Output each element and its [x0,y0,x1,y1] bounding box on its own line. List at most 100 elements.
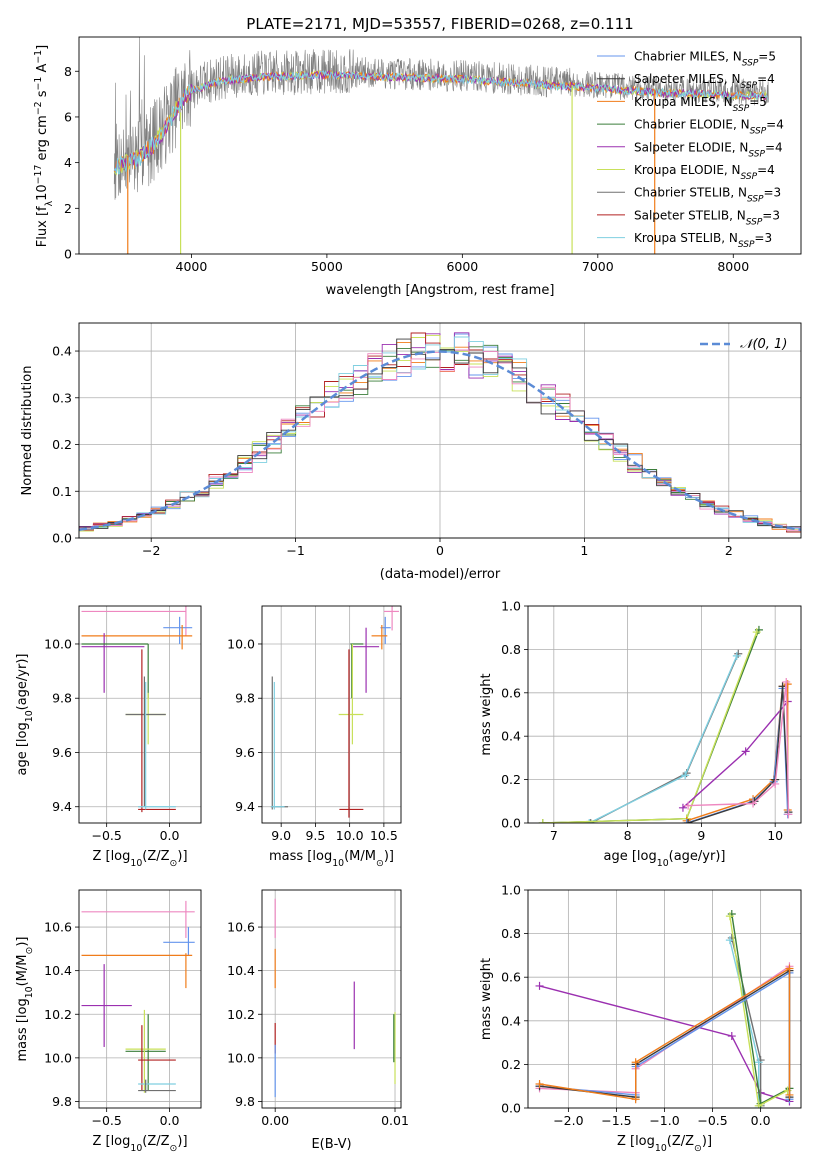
x-axis-label-part: 10 [655,1143,667,1154]
x-tick-label: 0.01 [381,1113,409,1128]
weight-marker [631,1058,640,1067]
y-axis-label-part: λ [44,200,55,206]
x-tick-label: 4000 [176,259,208,274]
x-tick-label: 8000 [717,259,749,274]
legend-label: Kroupa STELIB, NSSP=3 [634,231,772,250]
spectrum-model-line [114,70,769,172]
legend-label-sub: SSP [747,195,764,205]
y-axis-label-part: −1 [33,77,44,91]
gaussian-curve [79,350,801,532]
y-axis-label-part: A [35,64,50,77]
y-tick-label: 10.4 [227,963,255,978]
residuals-marks [79,332,801,533]
legend-label-tail: =5 [749,95,767,109]
spectrum-title: PLATE=2171, MJD=53557, FIBERID=0268, z=0… [246,15,633,33]
y-tick-label: 0.4 [501,1013,521,1028]
legend-label-sub: SSP [748,149,765,159]
y-tick-label: 0.6 [501,970,521,985]
x-axis-label-part: mass [log [269,849,332,864]
legend-label: Chabrier STELIB, NSSP=3 [634,186,781,205]
age-vs-Z-frame [78,605,202,824]
y-tick-label: 10.0 [227,636,255,651]
weight-marker [725,912,734,921]
weight-marker [682,819,691,823]
weight-marker [535,1080,544,1089]
x-tick-label: 9.5 [305,828,325,843]
y-axis-label-part: )] [15,937,30,947]
legend-label-text: Kroupa ELODIE, N [634,163,741,177]
age-vs-mass-frame [261,605,402,824]
data-layer [79,37,801,1108]
mass-vs-Z-marks [81,900,195,1093]
weight-marker [754,1101,763,1108]
mass-vs-ebv-frame [261,889,402,1109]
y-tick-label: 0.1 [52,484,72,499]
x-axis-label: E(B-V) [311,1137,351,1152]
x-tick-label: 2 [725,543,733,558]
x-tick-label: 1 [580,543,588,558]
x-tick-label: 10 [767,828,783,843]
y-axis-label: age [log10(age/yr)] [15,654,35,776]
weight-marker [678,803,687,812]
y-axis-label-part: ⊙ [24,947,35,955]
y-tick-label: 10.6 [227,920,255,935]
y-tick-label: 10.6 [44,920,72,935]
weight-marker [782,677,791,686]
legend-label-sub: SSP [741,81,758,91]
x-axis-label: mass [log10(M/M⊙)] [269,849,394,869]
legend-label-sub: SSP [733,104,750,114]
x-axis-label-part: ⊙ [376,858,384,869]
legend-label: Salpeter STELIB, NSSP=3 [634,208,780,227]
weight-marker [727,909,736,918]
weight-line [729,939,760,1108]
y-tick-label: 9.6 [235,745,255,760]
y-tick-label: 0.0 [52,531,72,546]
y-axis-label-part: age [log [15,722,30,775]
y-tick-label: 10.0 [44,1050,72,1065]
legend-label: 𝒩(0, 1) [740,337,787,352]
legend-label-text: Chabrier STELIB, N [634,186,747,200]
weight-marker [732,651,741,660]
y-axis-label-part: ] [35,45,50,50]
x-axis-label-part: (M/M [344,849,376,864]
y-axis-label-part: −2 [33,101,44,115]
y-axis-label-part: −17 [33,165,44,185]
weight-line [682,701,789,809]
x-axis-label-part: age [log [604,849,657,864]
mass-weight-vs-age-marks [538,625,793,823]
weight-marker [684,819,693,823]
x-axis-label-part: ⊙ [694,1143,702,1154]
x-axis-label-part: )] [177,849,187,864]
legend-label-sub: SSP [746,217,763,227]
y-tick-label: 10.2 [227,1007,255,1022]
x-tick-label: 8 [624,828,632,843]
weight-marker [749,799,758,808]
y-tick-label: 9.6 [52,745,72,760]
y-axis-label-part: s [35,90,50,101]
x-axis-label-part: 10 [130,1143,142,1154]
weight-marker [741,747,750,756]
x-axis-label-part: )] [177,1134,187,1149]
histogram-step [79,335,801,532]
y-tick-label: 9.8 [52,691,72,706]
y-axis-label-part: mass [log [15,998,30,1061]
y-tick-label: 0.2 [501,1057,521,1072]
y-tick-label: 10.0 [44,636,72,651]
x-tick-label: −2 [142,543,160,558]
x-tick-label: −1.0 [649,1113,679,1128]
x-axis-label-part: 10 [130,858,142,869]
weight-marker [771,779,780,788]
legend-label-tail: =3 [754,231,772,245]
x-axis-label: (data-model)/error [380,567,501,582]
grid-layer [79,323,801,1109]
legend-label-text: Salpeter MILES, N [634,72,741,86]
weight-line [542,629,760,823]
x-tick-label: 0.0 [160,828,180,843]
weight-line [688,681,790,815]
x-axis-label: wavelength [Angstrom, rest frame] [326,283,555,298]
legend-label-sub: SSP [742,59,759,69]
legend-label-tail: =5 [758,50,776,64]
x-axis-label-part: ⊙ [170,1143,178,1154]
y-tick-label: 10.4 [44,963,72,978]
x-axis-label-part: Z [log [92,1134,130,1149]
